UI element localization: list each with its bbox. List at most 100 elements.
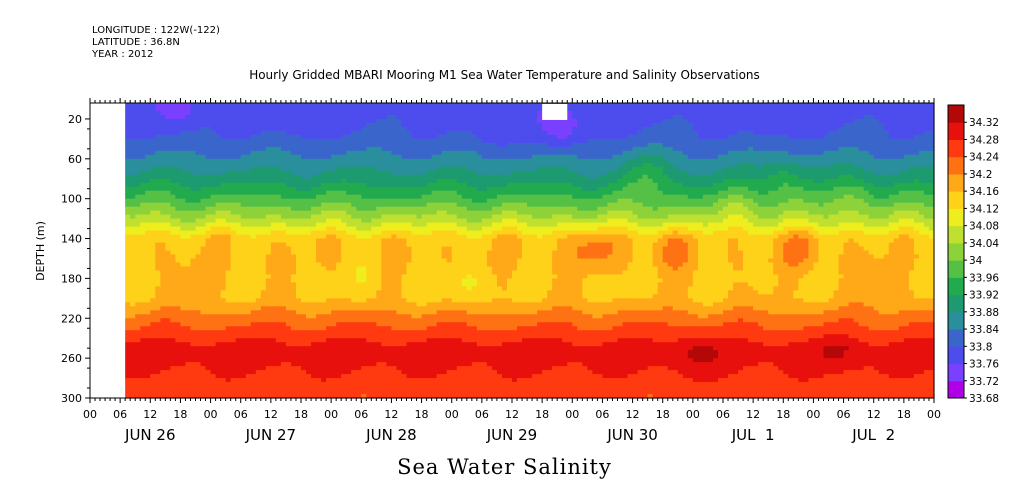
heatmap-cell: [240, 266, 247, 272]
heatmap-cell: [180, 110, 187, 116]
heatmap-cell: [210, 382, 217, 387]
heatmap-cell: [401, 122, 408, 128]
heatmap-cell: [336, 318, 342, 323]
heatmap-cell: [326, 374, 332, 379]
heatmap-cell: [401, 206, 408, 212]
heatmap-cell: [331, 274, 337, 280]
heatmap-cell: [356, 202, 362, 208]
heatmap-cell: [431, 306, 438, 311]
heatmap-cell: [165, 274, 171, 280]
heatmap-cell: [316, 286, 322, 291]
heatmap-cell: [356, 358, 362, 363]
heatmap-cell: [180, 322, 187, 327]
heatmap-cell: [150, 118, 156, 124]
heatmap-cell: [225, 334, 232, 339]
heatmap-cell: [235, 310, 242, 315]
heatmap-cell: [160, 166, 166, 172]
heatmap-cell: [301, 346, 307, 351]
heatmap-cell: [170, 103, 176, 108]
heatmap-cell: [441, 366, 448, 371]
heatmap-cell: [285, 178, 292, 184]
heatmap-cell: [280, 362, 287, 367]
heatmap-cell: [235, 190, 242, 196]
heatmap-cell: [376, 338, 382, 343]
heatmap-cell: [205, 238, 212, 244]
heatmap-cell: [316, 178, 322, 184]
heatmap-cell: [406, 274, 413, 280]
heatmap-cell: [371, 290, 377, 295]
heatmap-cell: [290, 302, 297, 307]
heatmap-cell: [190, 118, 197, 124]
heatmap-cell: [336, 326, 342, 331]
heatmap-cell: [125, 170, 131, 176]
heatmap-cell: [461, 194, 468, 200]
heatmap-cell: [140, 170, 146, 176]
heatmap-cell: [421, 238, 428, 244]
heatmap-cell: [190, 126, 197, 132]
heatmap-cell: [396, 350, 403, 355]
heatmap-cell: [175, 390, 182, 395]
heatmap-cell: [451, 306, 458, 311]
heatmap-cell: [180, 334, 187, 339]
heatmap-cell: [401, 174, 408, 180]
heatmap-cell: [376, 174, 382, 180]
heatmap-cell: [341, 346, 347, 351]
heatmap-cell: [386, 266, 393, 272]
heatmap-cell: [341, 394, 347, 399]
heatmap-cell: [381, 118, 387, 124]
heatmap-cell: [240, 306, 247, 311]
heatmap-cell: [451, 222, 458, 228]
heatmap-cell: [255, 258, 262, 264]
heatmap-cell: [351, 338, 357, 343]
heatmap-cell: [311, 130, 317, 136]
heatmap-cell: [346, 354, 352, 359]
heatmap-cell: [230, 138, 237, 144]
heatmap-cell: [426, 162, 433, 168]
heatmap-cell: [351, 366, 357, 371]
heatmap-cell: [280, 302, 287, 307]
heatmap-cell: [326, 322, 332, 327]
heatmap-cell: [341, 250, 347, 256]
heatmap-cell: [185, 330, 192, 335]
heatmap-cell: [140, 166, 146, 172]
heatmap-cell: [260, 390, 267, 395]
heatmap-cell: [140, 210, 146, 216]
heatmap-cell: [165, 266, 171, 272]
heatmap-cell: [135, 246, 141, 252]
heatmap-cell: [426, 110, 433, 116]
heatmap-cell: [275, 334, 282, 339]
heatmap-cell: [250, 362, 257, 367]
heatmap-cell: [421, 222, 428, 228]
heatmap-cell: [341, 378, 347, 383]
heatmap-cell: [210, 118, 217, 124]
heatmap-cell: [270, 342, 277, 347]
heatmap-cell: [346, 110, 352, 116]
heatmap-cell: [195, 350, 202, 355]
heatmap-cell: [396, 222, 403, 228]
heatmap-cell: [391, 106, 398, 112]
heatmap-cell: [270, 234, 277, 240]
heatmap-cell: [326, 238, 332, 244]
heatmap-cell: [205, 322, 212, 327]
heatmap-cell: [411, 114, 418, 120]
heatmap-cell: [130, 386, 136, 391]
heatmap-cell: [426, 134, 433, 140]
heatmap-cell: [306, 386, 312, 391]
heatmap-cell: [155, 242, 161, 248]
heatmap-cell: [150, 166, 156, 172]
heatmap-cell: [225, 250, 232, 256]
heatmap-cell: [436, 250, 443, 256]
heatmap-cell: [301, 210, 307, 216]
heatmap-cell: [451, 342, 458, 347]
heatmap-cell: [411, 290, 418, 295]
heatmap-cell: [165, 170, 171, 176]
heatmap-cell: [280, 122, 287, 128]
heatmap-cell: [215, 326, 222, 331]
heatmap-cell: [220, 382, 227, 387]
heatmap-cell: [265, 174, 272, 180]
heatmap-cell: [150, 170, 156, 176]
heatmap-cell: [160, 274, 166, 280]
heatmap-cell: [411, 226, 418, 232]
heatmap-cell: [436, 234, 443, 240]
heatmap-cell: [371, 162, 377, 168]
